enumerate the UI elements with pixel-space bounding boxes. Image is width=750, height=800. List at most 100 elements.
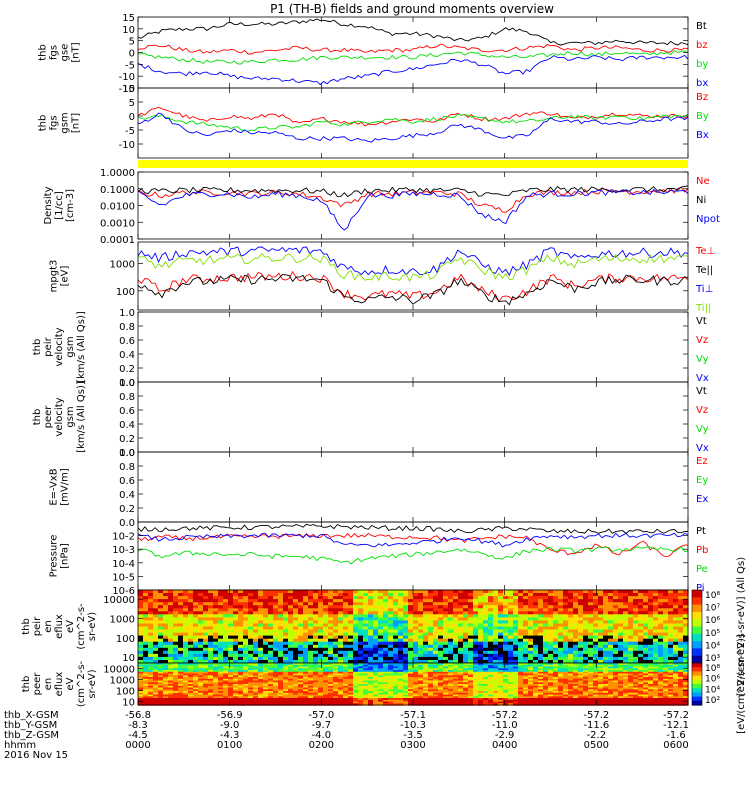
spectrogram-cell [418, 632, 424, 637]
spectrogram-cell [218, 666, 224, 669]
spectrogram-cell [403, 668, 409, 671]
spectrogram-cell [398, 680, 404, 683]
spectrogram-cell [603, 650, 609, 655]
spectrogram-cell [318, 614, 324, 618]
spectrogram-cell [588, 602, 594, 606]
spectrogram-cell [423, 687, 429, 690]
spectrogram-cell [658, 605, 664, 609]
spectrogram-cell [178, 696, 184, 699]
spectrogram-cell [588, 644, 594, 649]
spectrogram-cell [503, 678, 509, 682]
spectrogram-cell [338, 682, 344, 685]
spectrogram-cell [448, 593, 454, 597]
spectrogram-cell [288, 611, 294, 615]
spectrogram-cell [233, 671, 239, 675]
y-tick-label: 0.0 [119, 518, 135, 529]
spectrogram-cell [173, 596, 179, 600]
spectrogram-cell [573, 608, 579, 612]
spectrogram-cell [593, 605, 599, 609]
spectrogram-cell [503, 638, 509, 643]
spectrogram-cell [298, 666, 304, 669]
spectrogram-cell [323, 689, 329, 692]
spectrogram-cell [348, 685, 354, 689]
spectrogram-cell [188, 614, 194, 618]
spectrogram-cell [263, 644, 269, 649]
spectrogram-cell [248, 644, 254, 649]
spectrogram-cell [683, 656, 689, 661]
legend-entry: bx [696, 78, 708, 89]
spectrogram-cell [383, 687, 389, 690]
spectrogram-cell [338, 596, 344, 600]
spectrogram-cell [193, 608, 199, 612]
spectrogram-cell [508, 671, 514, 675]
spectrogram-cell [648, 641, 654, 646]
spectrogram-cell [168, 623, 174, 628]
spectrogram-cell [473, 692, 479, 696]
spectrogram-cell [298, 650, 304, 655]
spectrogram-cell [508, 629, 514, 634]
spectrogram-cell [173, 680, 179, 683]
spectrogram-cell [253, 673, 259, 676]
spectrogram-cell [588, 632, 594, 637]
spectrogram-cell [478, 689, 484, 692]
spectrogram-cell [213, 677, 219, 680]
spectrogram-cell [403, 663, 409, 666]
spectrogram-cell [328, 691, 334, 694]
spectrogram-cell [328, 602, 334, 606]
spectrogram-cell [198, 699, 204, 703]
spectrogram-cell [248, 647, 254, 652]
spectrogram-cell [403, 692, 409, 696]
spectrogram-cell [248, 632, 254, 637]
spectrogram-cell [138, 678, 144, 682]
y-tick-label: 0.6 [119, 336, 135, 347]
spectrogram-cell [358, 617, 364, 621]
spectrogram-cell [463, 596, 469, 600]
spectrogram-cell [148, 608, 154, 612]
spectrogram-cell [613, 611, 619, 615]
spectrogram-cell [603, 605, 609, 609]
spectrogram-cell [453, 608, 459, 612]
spectrogram-cell [668, 647, 674, 652]
spectrogram-cell [478, 632, 484, 637]
spectrogram-cell [343, 664, 349, 668]
spectrogram-cell [633, 623, 639, 628]
spectrogram-cell [148, 590, 154, 594]
spectrogram-cell [183, 599, 189, 603]
spectrogram-cell [213, 692, 219, 696]
spectrogram-cell [378, 641, 384, 646]
spectrogram-cell [458, 608, 464, 612]
spectrogram-cell [398, 678, 404, 682]
spectrogram-cell [243, 614, 249, 618]
spectrogram-cell [218, 608, 224, 612]
spectrogram-cell [663, 653, 669, 658]
spectrogram-cell [323, 605, 329, 609]
spectrogram-cell [288, 623, 294, 628]
spectrogram-cell [573, 596, 579, 600]
spectrogram-cell [408, 698, 414, 701]
spectrogram-cell [198, 644, 204, 649]
spectrogram-cell [453, 663, 459, 666]
spectrogram-cell [348, 626, 354, 631]
spectrogram-cell [493, 638, 499, 643]
spectrogram-cell [218, 611, 224, 615]
spectrogram-cell [478, 677, 484, 680]
spectrogram-cell [503, 698, 509, 701]
spectrogram-cell [563, 632, 569, 637]
spectrogram-cell [258, 614, 264, 618]
spectrogram-cell [533, 689, 539, 692]
spectrogram-cell [168, 677, 174, 680]
spectrogram-cell [178, 677, 184, 680]
spectrogram-cell [283, 641, 289, 646]
spectrogram-cell [138, 593, 144, 597]
spectrogram-cell [203, 644, 209, 649]
colorbar-swatch [692, 641, 702, 646]
spectrogram-cell [513, 664, 519, 668]
spectrogram-cell [323, 691, 329, 694]
spectrogram-cell [573, 614, 579, 618]
spectrogram-cell [428, 626, 434, 631]
spectrogram-cell [298, 593, 304, 597]
spectrogram-cell [473, 680, 479, 683]
spectrogram-cell [203, 670, 209, 673]
spectrogram-cell [518, 664, 524, 668]
spectrogram-cell [223, 703, 229, 706]
